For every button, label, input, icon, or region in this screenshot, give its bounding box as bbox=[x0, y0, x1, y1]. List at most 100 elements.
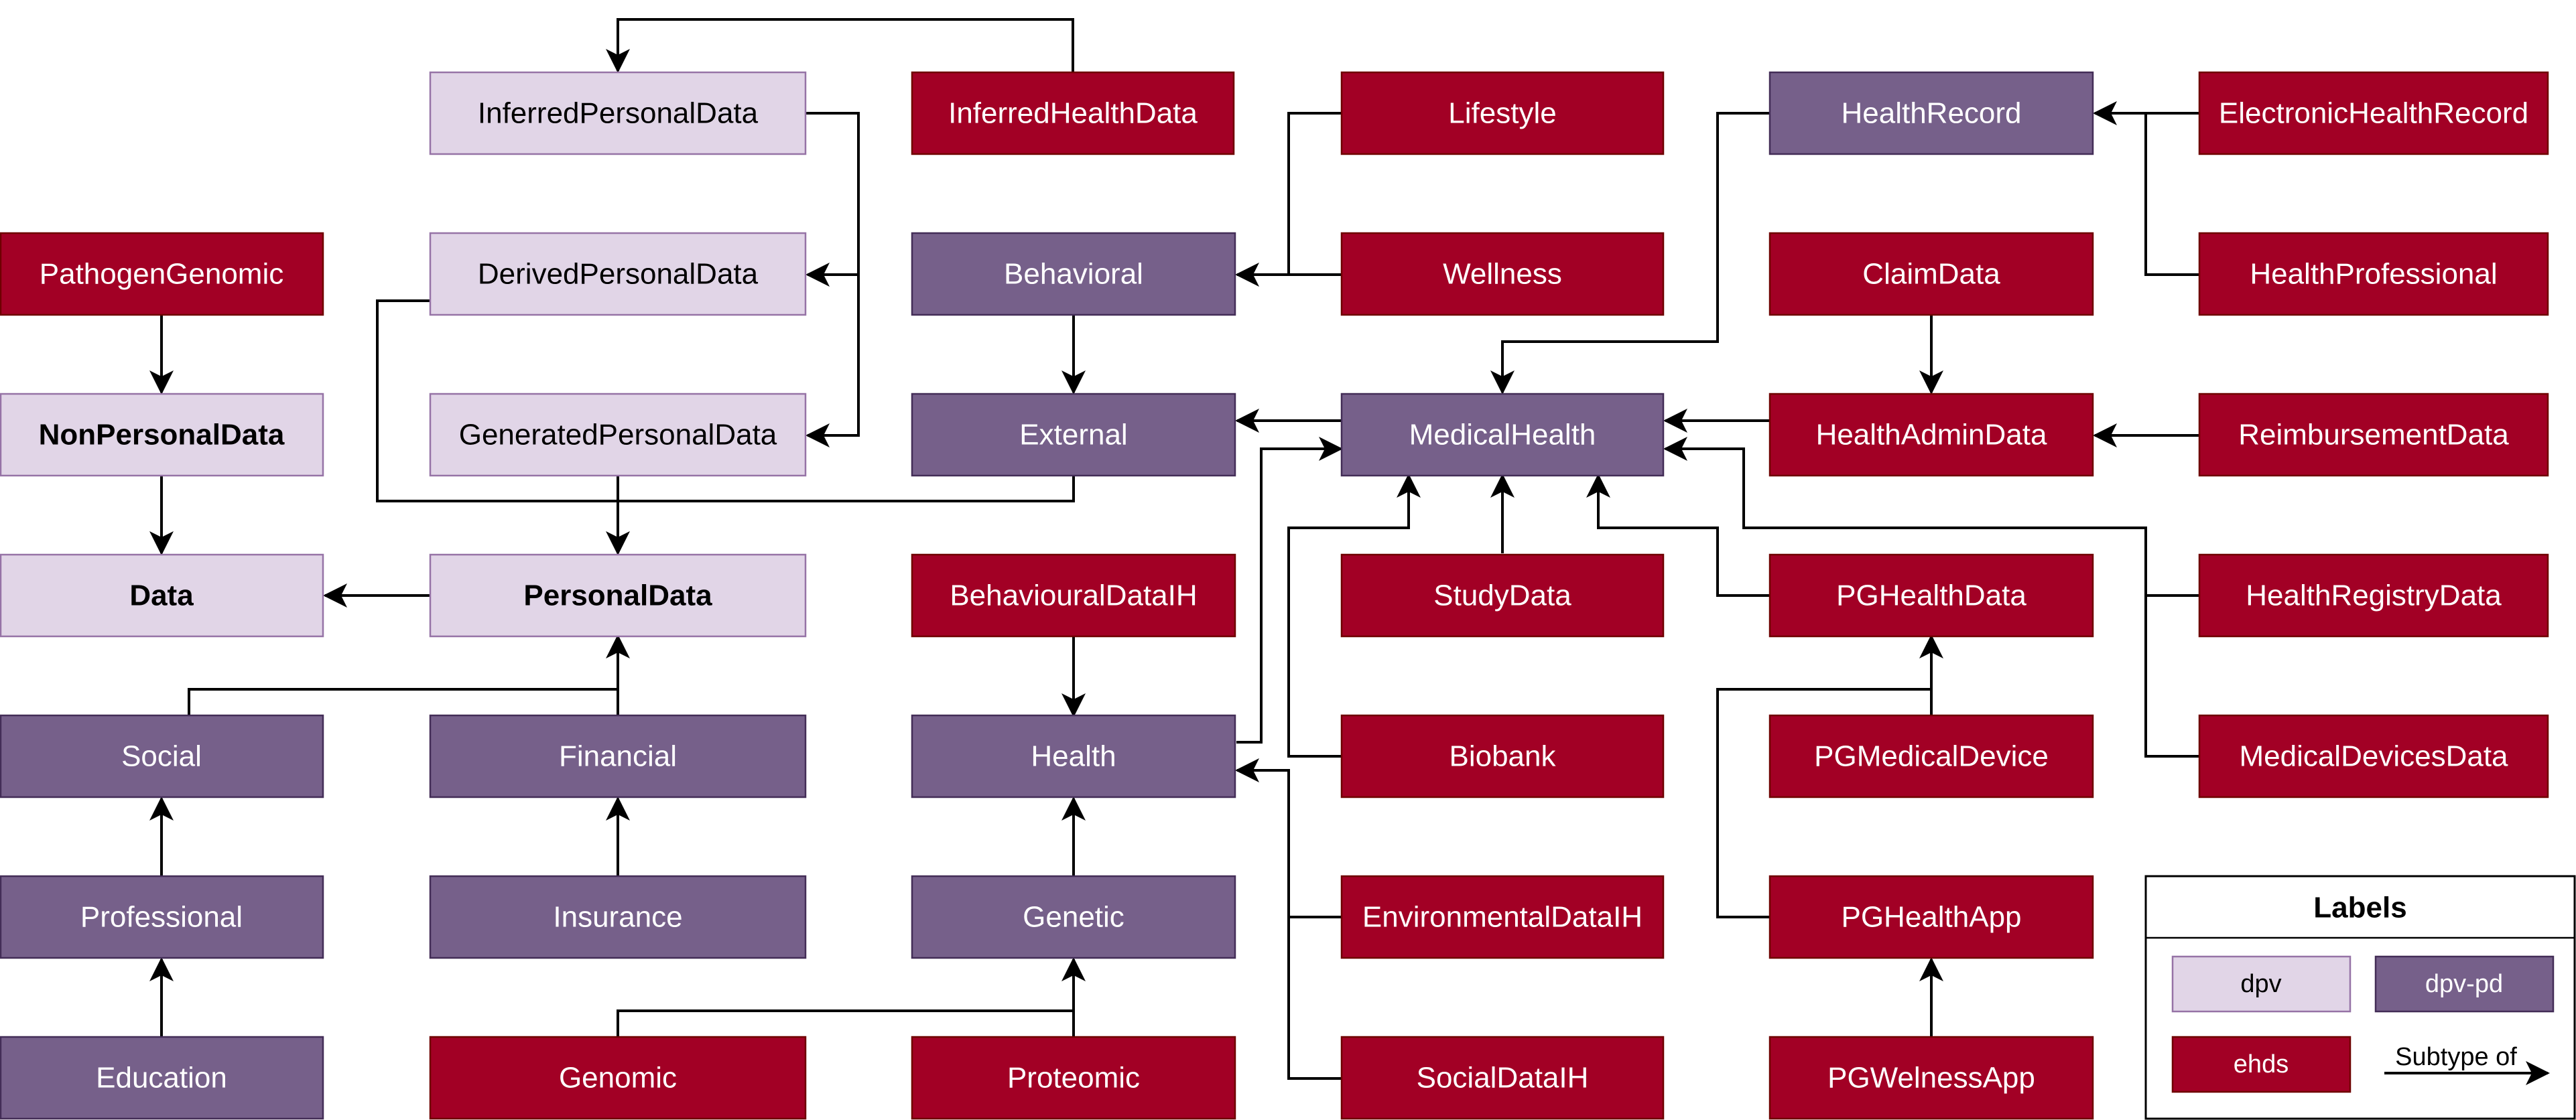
node-environmental-data-ih: EnvironmentalDataIH bbox=[1340, 875, 1665, 959]
node-health: Health bbox=[911, 714, 1236, 798]
svg-text:Insurance: Insurance bbox=[553, 901, 682, 934]
svg-text:ReimbursementData: ReimbursementData bbox=[2238, 419, 2509, 451]
node-reimbursement-data: ReimbursementData bbox=[2198, 393, 2549, 477]
edge-social-to-personaldata bbox=[188, 634, 630, 715]
svg-text:InferredHealthData: InferredHealthData bbox=[948, 97, 1198, 130]
svg-text:SocialDataIH: SocialDataIH bbox=[1417, 1062, 1589, 1095]
svg-text:ehds: ehds bbox=[2234, 1050, 2289, 1078]
svg-text:MedicalHealth: MedicalHealth bbox=[1409, 419, 1596, 451]
svg-text:GeneratedPersonalData: GeneratedPersonalData bbox=[459, 419, 777, 451]
edge-pghealthapp-to-pghealthdata bbox=[1716, 688, 1931, 918]
svg-text:BehaviouralDataIH: BehaviouralDataIH bbox=[950, 579, 1197, 612]
node-health-record: HealthRecord bbox=[1768, 71, 2094, 155]
edge-inferredpersonaldata-to-derivedpersonaldata bbox=[806, 112, 860, 287]
svg-text:InferredPersonalData: InferredPersonalData bbox=[478, 97, 759, 130]
node-generated-personal-data: GeneratedPersonalData bbox=[429, 393, 807, 477]
node-behavioural-data-ih: BehaviouralDataIH bbox=[911, 553, 1236, 638]
svg-text:Genomic: Genomic bbox=[559, 1062, 677, 1095]
svg-text:Data: Data bbox=[129, 579, 194, 612]
node-medical-devices-data: MedicalDevicesData bbox=[2198, 714, 2549, 798]
node-data: Data bbox=[0, 553, 324, 638]
node-social: Social bbox=[0, 714, 324, 798]
legend-swatch-dpv-pd: dpv-pd bbox=[2374, 955, 2555, 1013]
svg-text:Health: Health bbox=[1031, 740, 1116, 773]
svg-text:PersonalData: PersonalData bbox=[523, 579, 712, 612]
edge-external-to-personaldata bbox=[618, 476, 1075, 502]
svg-text:External: External bbox=[1019, 419, 1127, 451]
node-pg-health-data: PGHealthData bbox=[1768, 553, 2094, 638]
node-non-personal-data: NonPersonalData bbox=[0, 393, 324, 477]
svg-text:PGWelnessApp: PGWelnessApp bbox=[1827, 1062, 2035, 1095]
node-pathogen-genomic: PathogenGenomic bbox=[0, 232, 324, 316]
svg-text:ClaimData: ClaimData bbox=[1862, 258, 2000, 291]
node-health-professional: HealthProfessional bbox=[2198, 232, 2549, 316]
edges bbox=[149, 18, 2199, 1080]
edge-health-to-medicalhealth bbox=[1236, 437, 1343, 744]
legend-swatch-ehds: ehds bbox=[2171, 1036, 2352, 1093]
svg-text:PGHealthApp: PGHealthApp bbox=[1841, 901, 2021, 934]
svg-text:PGHealthData: PGHealthData bbox=[1836, 579, 2026, 612]
node-wellness: Wellness bbox=[1340, 232, 1665, 316]
node-financial: Financial bbox=[429, 714, 807, 798]
svg-text:Wellness: Wellness bbox=[1443, 258, 1562, 291]
edge-genomic-to-genetic bbox=[617, 957, 1086, 1037]
svg-text:EnvironmentalDataIH: EnvironmentalDataIH bbox=[1362, 901, 1643, 934]
node-medical-health: MedicalHealth bbox=[1340, 393, 1665, 477]
svg-text:Financial: Financial bbox=[559, 740, 677, 773]
edge-healthregistrydata-to-medicalhealth bbox=[1663, 437, 2199, 597]
node-social-data-ih: SocialDataIH bbox=[1340, 1036, 1665, 1120]
node-genomic: Genomic bbox=[429, 1036, 807, 1120]
svg-text:StudyData: StudyData bbox=[1433, 579, 1571, 612]
node-insurance: Insurance bbox=[429, 875, 807, 959]
edge-healthrecord-to-medicalhealth bbox=[1490, 112, 1770, 395]
svg-text:Genetic: Genetic bbox=[1023, 901, 1124, 934]
node-proteomic: Proteomic bbox=[911, 1036, 1236, 1120]
svg-text:dpv-pd: dpv-pd bbox=[2425, 970, 2503, 998]
svg-text:Subtype of: Subtype of bbox=[2395, 1043, 2517, 1071]
node-electronic-health-record: ElectronicHealthRecord bbox=[2198, 71, 2549, 155]
svg-text:Professional: Professional bbox=[80, 901, 243, 934]
node-behavioral: Behavioral bbox=[911, 232, 1236, 316]
svg-text:PGMedicalDevice: PGMedicalDevice bbox=[1814, 740, 2049, 773]
svg-text:Biobank: Biobank bbox=[1449, 740, 1556, 773]
node-genetic: Genetic bbox=[911, 875, 1236, 959]
node-pg-medical-device: PGMedicalDevice bbox=[1768, 714, 2094, 798]
node-external: External bbox=[911, 393, 1236, 477]
node-lifestyle: Lifestyle bbox=[1340, 71, 1665, 155]
svg-text:Behavioral: Behavioral bbox=[1004, 258, 1143, 291]
svg-text:PathogenGenomic: PathogenGenomic bbox=[40, 258, 283, 291]
svg-text:DerivedPersonalData: DerivedPersonalData bbox=[478, 258, 759, 291]
legend: Labels dpv dpv-pd ehds Subtype of bbox=[2144, 875, 2576, 1120]
edge-medicaldevicesdata-to-medicalhealth bbox=[2144, 528, 2199, 758]
node-biobank: Biobank bbox=[1340, 714, 1665, 798]
svg-text:HealthProfessional: HealthProfessional bbox=[2250, 258, 2497, 291]
svg-text:Proteomic: Proteomic bbox=[1007, 1062, 1140, 1095]
node-inferred-health-data: InferredHealthData bbox=[911, 71, 1235, 155]
edge-biobank-to-medicalhealth bbox=[1287, 474, 1421, 758]
node-education: Education bbox=[0, 1036, 324, 1120]
edge-pghealthdata-to-medicalhealth bbox=[1586, 474, 1770, 597]
edge-socialdataih-to-health bbox=[1287, 917, 1342, 1080]
node-health-registry-data: HealthRegistryData bbox=[2198, 553, 2549, 638]
node-study-data: StudyData bbox=[1340, 553, 1665, 638]
node-pg-health-app: PGHealthApp bbox=[1768, 875, 2094, 959]
svg-text:ElectronicHealthRecord: ElectronicHealthRecord bbox=[2219, 97, 2528, 130]
legend-subtype-arrow: Subtype of bbox=[2384, 1043, 2550, 1085]
node-personal-data: PersonalData bbox=[429, 553, 807, 638]
legend-title: Labels bbox=[2313, 892, 2406, 924]
node-claim-data: ClaimData bbox=[1768, 232, 2094, 316]
svg-text:HealthAdminData: HealthAdminData bbox=[1816, 419, 2047, 451]
svg-text:dpv: dpv bbox=[2240, 970, 2281, 998]
svg-text:NonPersonalData: NonPersonalData bbox=[39, 419, 285, 451]
edge-environmentaldataih-to-health bbox=[1235, 758, 1342, 918]
legend-swatch-dpv: dpv bbox=[2171, 955, 2352, 1013]
svg-text:HealthRecord: HealthRecord bbox=[1841, 97, 2021, 130]
node-derived-personal-data: DerivedPersonalData bbox=[429, 232, 807, 316]
svg-text:Social: Social bbox=[121, 740, 202, 773]
edge-inferredhealthdata-to-inferredpersonaldata bbox=[606, 18, 1074, 73]
svg-text:Education: Education bbox=[96, 1062, 227, 1095]
svg-text:HealthRegistryData: HealthRegistryData bbox=[2246, 579, 2502, 612]
node-professional: Professional bbox=[0, 875, 324, 959]
node-inferred-personal-data: InferredPersonalData bbox=[429, 71, 807, 155]
